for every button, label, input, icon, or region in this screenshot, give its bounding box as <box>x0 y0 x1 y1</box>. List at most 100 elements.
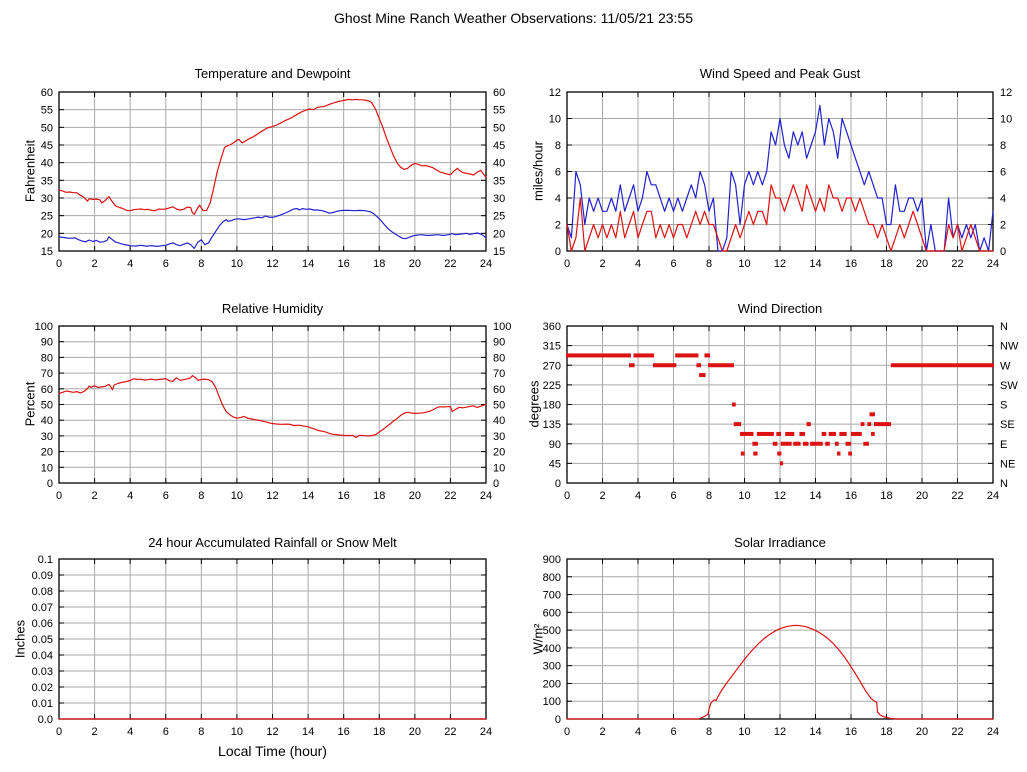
svg-text:NE: NE <box>1000 458 1015 470</box>
svg-text:4: 4 <box>635 726 641 738</box>
svg-text:90: 90 <box>493 337 505 349</box>
svg-text:6: 6 <box>163 490 169 502</box>
svg-text:25: 25 <box>41 211 53 223</box>
svg-text:40: 40 <box>493 415 505 427</box>
svg-text:100: 100 <box>543 696 561 708</box>
svg-text:700: 700 <box>543 590 561 602</box>
svg-text:16: 16 <box>338 726 350 738</box>
svg-text:2: 2 <box>555 220 561 232</box>
svg-text:100: 100 <box>35 321 53 333</box>
temperature-dewpoint-plot: 0 2 4 6 8 10 12 14 16 18 20 22 241520253035404550556… <box>41 87 506 270</box>
svg-text:25: 25 <box>493 211 505 223</box>
svg-text:900: 900 <box>543 554 561 566</box>
svg-text:0: 0 <box>564 258 570 270</box>
svg-text:12: 12 <box>774 258 786 270</box>
svg-text:35: 35 <box>493 175 505 187</box>
chart-relative-humidity: Relative Humidity Percent 0 2 4 6 8 10 12 14 16 1… <box>0 295 513 515</box>
svg-text:0.07: 0.07 <box>32 602 53 614</box>
svg-text:S: S <box>1000 400 1007 412</box>
svg-text:60: 60 <box>41 87 53 99</box>
svg-text:18: 18 <box>880 258 892 270</box>
chart-solar-irradiance: Solar Irradiance W/m² 0 2 4 6 8 10 12 14 16 18 20 2… <box>514 527 1027 772</box>
svg-text:90: 90 <box>41 337 53 349</box>
svg-text:22: 22 <box>444 258 456 270</box>
svg-text:N: N <box>1000 478 1008 490</box>
svg-text:24: 24 <box>987 726 999 738</box>
svg-text:4: 4 <box>127 258 133 270</box>
svg-text:12: 12 <box>1000 87 1012 99</box>
svg-text:30: 30 <box>41 193 53 205</box>
chart-title: Solar Irradiance <box>734 535 826 550</box>
svg-text:0: 0 <box>1000 246 1006 258</box>
svg-text:8: 8 <box>198 490 204 502</box>
svg-text:80: 80 <box>493 352 505 364</box>
svg-text:50: 50 <box>493 122 505 134</box>
svg-text:70: 70 <box>41 368 53 380</box>
svg-text:10: 10 <box>493 462 505 474</box>
chart-title: Temperature and Dewpoint <box>194 66 351 81</box>
svg-text:18: 18 <box>373 726 385 738</box>
svg-text:10: 10 <box>231 490 243 502</box>
svg-text:15: 15 <box>493 246 505 258</box>
svg-text:45: 45 <box>41 140 53 152</box>
svg-text:4: 4 <box>635 258 641 270</box>
svg-text:2: 2 <box>599 726 605 738</box>
relative-humidity-plot: 0 2 4 6 8 10 12 14 16 18 20 22 240102030405060708090… <box>35 321 512 502</box>
svg-text:30: 30 <box>41 431 53 443</box>
svg-text:14: 14 <box>809 490 821 502</box>
svg-text:6: 6 <box>670 490 676 502</box>
rainfall-plot: 0 2 4 6 8 10 12 14 16 18 20 22 240.00.010.020.030.04… <box>32 554 493 738</box>
svg-text:0.06: 0.06 <box>32 618 53 630</box>
svg-text:14: 14 <box>809 258 821 270</box>
svg-text:18: 18 <box>880 490 892 502</box>
svg-text:60: 60 <box>493 87 505 99</box>
solar-irradiance-plot: 0 2 4 6 8 10 12 14 16 18 20 22 240100200300400500600… <box>543 554 999 738</box>
svg-text:55: 55 <box>41 105 53 117</box>
svg-text:10: 10 <box>231 726 243 738</box>
svg-text:0: 0 <box>56 258 62 270</box>
svg-text:12: 12 <box>266 726 278 738</box>
svg-text:0.08: 0.08 <box>32 586 53 598</box>
svg-text:10: 10 <box>738 726 750 738</box>
svg-text:4: 4 <box>555 193 561 205</box>
svg-text:18: 18 <box>373 490 385 502</box>
svg-text:600: 600 <box>543 607 561 619</box>
svg-text:6: 6 <box>163 726 169 738</box>
svg-text:12: 12 <box>774 726 786 738</box>
svg-text:15: 15 <box>41 246 53 258</box>
svg-text:20: 20 <box>916 490 928 502</box>
svg-text:60: 60 <box>493 384 505 396</box>
svg-text:0.1: 0.1 <box>38 554 53 566</box>
svg-text:800: 800 <box>543 572 561 584</box>
svg-text:4: 4 <box>1000 193 1006 205</box>
svg-text:20: 20 <box>916 726 928 738</box>
svg-text:50: 50 <box>41 400 53 412</box>
svg-text:50: 50 <box>493 400 505 412</box>
svg-text:10: 10 <box>738 258 750 270</box>
svg-text:135: 135 <box>543 419 561 431</box>
svg-text:0: 0 <box>564 726 570 738</box>
svg-text:0: 0 <box>47 478 53 490</box>
svg-text:N: N <box>1000 321 1008 333</box>
svg-text:0: 0 <box>56 726 62 738</box>
svg-text:24: 24 <box>987 490 999 502</box>
svg-text:300: 300 <box>543 661 561 673</box>
svg-text:30: 30 <box>493 193 505 205</box>
svg-text:20: 20 <box>409 258 421 270</box>
svg-text:0.04: 0.04 <box>32 650 53 662</box>
svg-text:40: 40 <box>41 158 53 170</box>
svg-text:6: 6 <box>555 167 561 179</box>
svg-text:2: 2 <box>599 258 605 270</box>
svg-text:20: 20 <box>41 447 53 459</box>
svg-text:45: 45 <box>549 458 561 470</box>
svg-text:20: 20 <box>916 258 928 270</box>
page-title: Ghost Mine Ranch Weather Observations: 1… <box>333 10 694 26</box>
svg-text:0.09: 0.09 <box>32 570 53 582</box>
svg-text:8: 8 <box>1000 140 1006 152</box>
svg-text:18: 18 <box>880 726 892 738</box>
chart-rainfall: 24 hour Accumulated Rainfall or Snow Mel… <box>0 527 513 772</box>
svg-text:24: 24 <box>987 258 999 270</box>
svg-text:2: 2 <box>92 490 98 502</box>
